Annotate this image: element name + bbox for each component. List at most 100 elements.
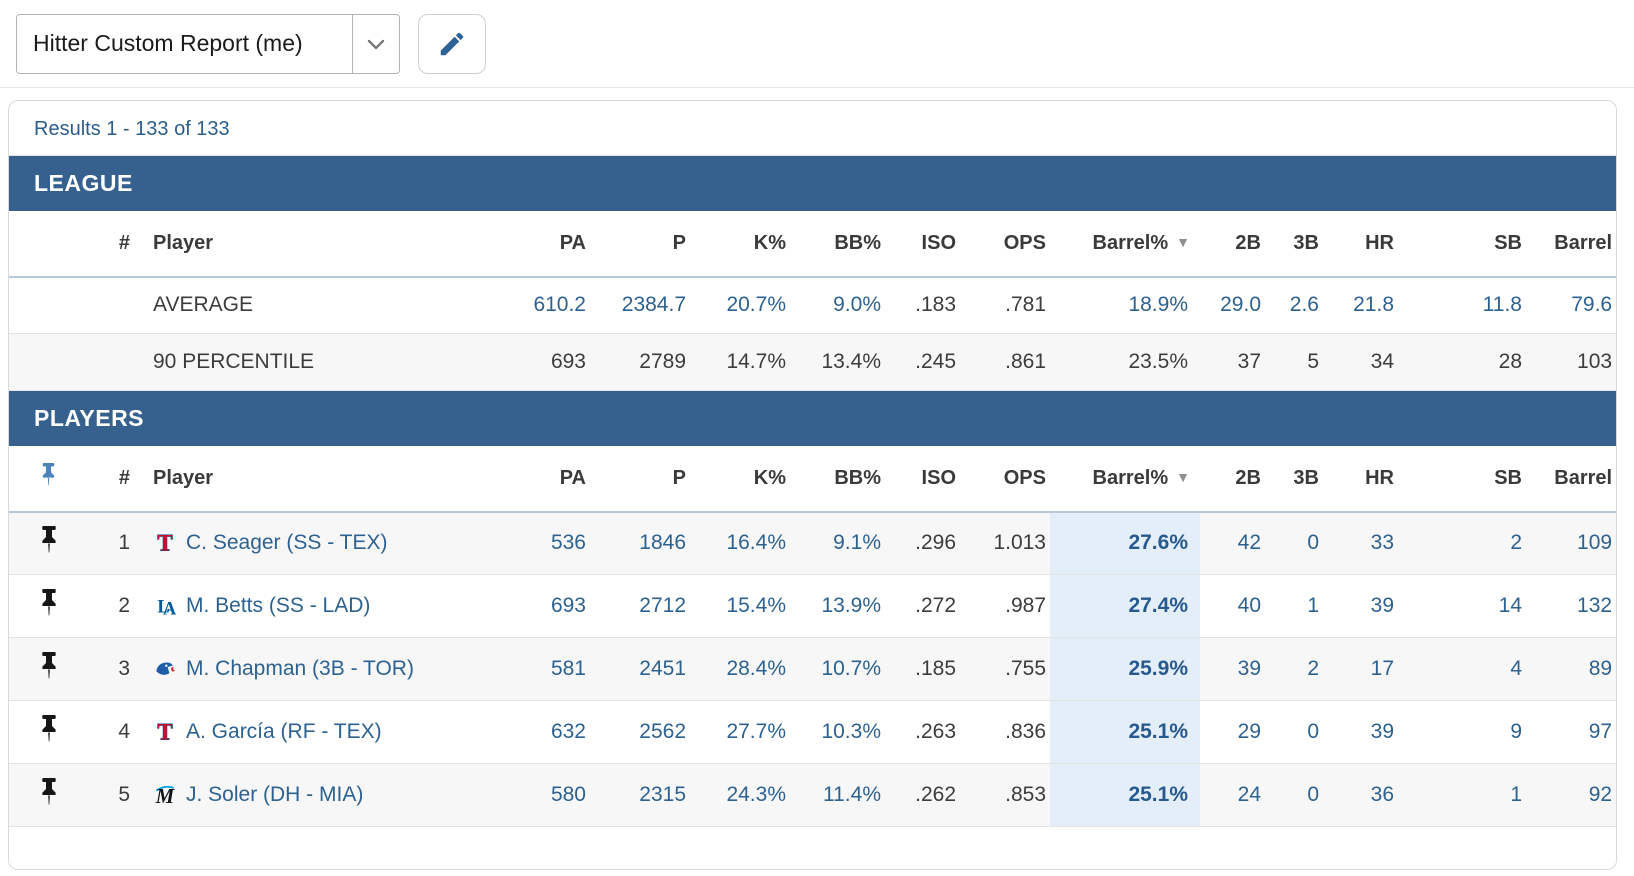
col-header-kpct[interactable]: K% — [690, 445, 790, 513]
col-header-barrelpct-label: Barrel% — [1092, 466, 1169, 489]
col-header-bbpct[interactable]: BB% — [790, 445, 885, 513]
stat-barrel: 92 — [1526, 763, 1616, 827]
pin-all-header[interactable] — [9, 445, 81, 513]
stat-bbpct: 9.0% — [833, 293, 881, 317]
col-header-rank[interactable]: # — [81, 445, 136, 513]
player-rank: 2 — [81, 574, 136, 638]
player-link[interactable]: M. Betts (SS - LAD) — [186, 594, 371, 617]
stat-barrelpct: 18.9% — [1128, 293, 1188, 317]
player-cell: T C. Seager (SS - TEX) — [136, 511, 450, 575]
col-header-barrel[interactable]: Barrel — [1526, 210, 1616, 278]
stat-2b: 37 — [1200, 333, 1265, 391]
stat-p: 2384.7 — [621, 293, 686, 317]
pushpin-icon — [39, 778, 59, 806]
stat-iso: .185 — [885, 637, 960, 701]
stat-barrel: 132 — [1526, 574, 1616, 638]
report-selector[interactable]: Hitter Custom Report (me) — [16, 13, 400, 74]
player-cell: M J. Soler (DH - MIA) — [136, 763, 450, 827]
stat-p: 2789 — [590, 333, 690, 391]
pin-cell[interactable] — [9, 763, 81, 827]
pushpin-icon — [39, 463, 58, 487]
row-label: AVERAGE — [153, 293, 253, 317]
stat-sb: 14 — [1398, 574, 1526, 638]
pin-cell[interactable] — [9, 637, 81, 701]
col-header-bbpct[interactable]: BB% — [790, 210, 885, 278]
col-header-sb[interactable]: SB — [1398, 445, 1526, 513]
col-header-kpct[interactable]: K% — [690, 210, 790, 278]
stat-bbpct: 10.3% — [790, 700, 885, 764]
stat-kpct: 14.7% — [690, 333, 790, 391]
player-row: 4 T A. García (RF - TEX) 632 2562 27.7% … — [9, 700, 1616, 764]
league-90percentile-row: 90 PERCENTILE 693 2789 14.7% 13.4% .245 … — [9, 333, 1616, 391]
stat-pa: 536 — [450, 511, 590, 575]
chevron-down-icon[interactable] — [352, 14, 399, 73]
stat-hr: 39 — [1323, 700, 1398, 764]
col-header-3b[interactable]: 3B — [1265, 210, 1323, 278]
player-link[interactable]: J. Soler (DH - MIA) — [186, 783, 364, 806]
stat-hr: 39 — [1323, 574, 1398, 638]
pin-cell[interactable] — [9, 574, 81, 638]
col-header-barrel[interactable]: Barrel — [1526, 445, 1616, 513]
player-row: 1 T C. Seager (SS - TEX) 536 1846 16.4% … — [9, 511, 1616, 575]
player-row: 3 M. Chapman (3B - TOR) 581 2451 28.4% 1… — [9, 637, 1616, 701]
stat-barrelpct-highlighted: 27.6% — [1050, 511, 1200, 575]
col-header-hr[interactable]: HR — [1323, 445, 1398, 513]
toolbar: Hitter Custom Report (me) — [0, 0, 1634, 88]
stat-p: 2712 — [590, 574, 690, 638]
col-header-3b[interactable]: 3B — [1265, 445, 1323, 513]
col-header-player[interactable]: Player — [136, 445, 450, 513]
stat-barrel: 79.6 — [1571, 293, 1613, 317]
league-column-header-row: # Player PA P K% BB% ISO OPS Barrel% ▼ 2B… — [9, 210, 1616, 278]
col-header-2b[interactable]: 2B — [1200, 445, 1265, 513]
col-header-pa[interactable]: PA — [450, 445, 590, 513]
stat-2b: 40 — [1200, 574, 1265, 638]
col-header-hr[interactable]: HR — [1323, 210, 1398, 278]
stat-iso: .245 — [885, 333, 960, 391]
spacer-cell — [81, 333, 136, 391]
player-rank: 3 — [81, 637, 136, 701]
player-link[interactable]: M. Chapman (3B - TOR) — [186, 657, 414, 680]
edit-report-button[interactable] — [418, 13, 486, 74]
col-header-2b[interactable]: 2B — [1200, 210, 1265, 278]
spacer-cell — [9, 277, 81, 334]
player-link[interactable]: A. García (RF - TEX) — [186, 720, 382, 743]
stat-bbpct: 13.9% — [790, 574, 885, 638]
stat-2b: 29 — [1200, 700, 1265, 764]
col-header-barrelpct-sorted[interactable]: Barrel% ▼ — [1050, 210, 1200, 278]
stat-3b: 0 — [1265, 763, 1323, 827]
league-average-row: AVERAGE 610.2 2384.7 20.7% 9.0% .183 .78… — [9, 277, 1616, 334]
stat-hr: 33 — [1323, 511, 1398, 575]
player-row: 5 M J. Soler (DH - MIA) 580 2315 24.3% 1… — [9, 763, 1616, 827]
player-cell: T A. García (RF - TEX) — [136, 700, 450, 764]
stat-ops: .861 — [960, 333, 1050, 391]
stat-barrelpct-highlighted: 25.9% — [1050, 637, 1200, 701]
col-header-ops[interactable]: OPS — [960, 445, 1050, 513]
col-header-rank[interactable]: # — [81, 210, 136, 278]
texas-rangers-logo: T — [153, 531, 177, 555]
sort-desc-icon: ▼ — [1176, 468, 1190, 485]
stat-kpct: 24.3% — [690, 763, 790, 827]
stat-hr: 21.8 — [1353, 293, 1394, 317]
pin-cell[interactable] — [9, 700, 81, 764]
col-header-ops[interactable]: OPS — [960, 210, 1050, 278]
stat-ops: .781 — [1005, 293, 1046, 317]
pushpin-icon — [39, 715, 59, 743]
col-header-p[interactable]: P — [590, 445, 690, 513]
stat-2b: 24 — [1200, 763, 1265, 827]
col-header-iso[interactable]: ISO — [885, 210, 960, 278]
pin-cell[interactable] — [9, 511, 81, 575]
players-section-header: PLAYERS — [9, 390, 1616, 446]
col-header-p[interactable]: P — [590, 210, 690, 278]
col-header-iso[interactable]: ISO — [885, 445, 960, 513]
player-link[interactable]: C. Seager (SS - TEX) — [186, 531, 388, 555]
stat-sb: 2 — [1398, 511, 1526, 575]
col-header-pa[interactable]: PA — [450, 210, 590, 278]
stat-sb: 4 — [1398, 637, 1526, 701]
col-header-barrelpct-sorted[interactable]: Barrel% ▼ — [1050, 445, 1200, 513]
stat-3b: 0 — [1265, 700, 1323, 764]
col-header-sb[interactable]: SB — [1398, 210, 1526, 278]
results-count-link[interactable]: Results 1 - 133 of 133 — [34, 118, 230, 140]
col-header-player[interactable]: Player — [136, 210, 450, 278]
clipped-row — [9, 826, 1616, 869]
players-column-header-row: # Player PA P K% BB% ISO OPS Barrel% ▼ 2B… — [9, 445, 1616, 513]
